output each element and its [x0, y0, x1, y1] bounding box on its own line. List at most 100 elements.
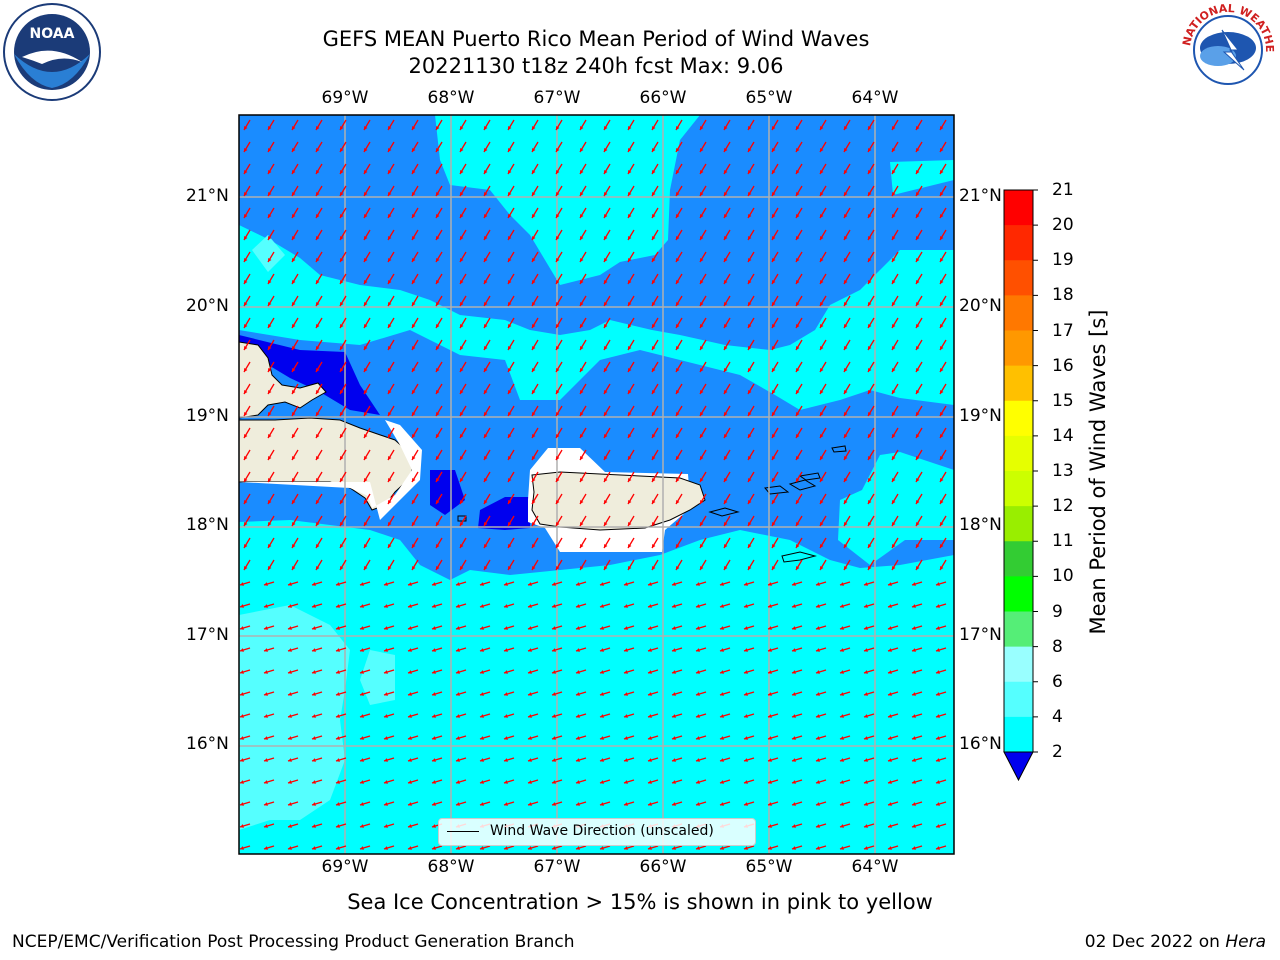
wave-arrowhead	[340, 566, 344, 570]
colorbar-tick-label: 15	[1052, 390, 1074, 411]
wave-arrowhead	[720, 604, 724, 608]
colorbar-tick-label: 4	[1052, 706, 1063, 727]
wave-arrowhead	[336, 802, 340, 806]
wave-arrowhead	[676, 434, 680, 438]
wave-arrowhead	[600, 582, 604, 586]
wave-arrowhead	[244, 456, 248, 460]
wave-arrowhead	[672, 714, 676, 718]
wave-arrowhead	[624, 846, 628, 850]
wave-arrowhead	[408, 714, 412, 718]
colorbar	[1003, 189, 1038, 782]
wave-arrowhead	[384, 582, 388, 586]
wave-arrowhead	[676, 280, 680, 284]
wave-arrowhead	[652, 214, 656, 218]
wave-arrowhead	[820, 170, 824, 174]
wave-arrowhead	[436, 412, 440, 416]
wave-arrowhead	[408, 648, 412, 652]
wave-arrowhead	[628, 236, 632, 240]
footer-credit: NCEP/EMC/Verification Post Processing Pr…	[12, 932, 575, 952]
wave-arrowhead	[292, 324, 296, 328]
wave-arrowhead	[292, 148, 296, 152]
wave-arrowhead	[892, 192, 896, 196]
wave-arrowhead	[724, 544, 728, 548]
wave-arrowhead	[820, 126, 824, 130]
lon-label-top-64w: 64°W	[851, 88, 899, 108]
wave-arrowhead	[364, 170, 368, 174]
wave-arrowhead	[580, 280, 584, 284]
wave-arrowhead	[936, 648, 940, 652]
wave-arrowhead	[412, 302, 416, 306]
wave-arrowhead	[888, 670, 892, 674]
wave-arrowhead	[696, 692, 700, 696]
wave-arrowhead	[436, 522, 440, 526]
wave-arrowhead	[288, 670, 292, 674]
wave-arrowhead	[912, 626, 916, 630]
wave-arrowhead	[772, 566, 776, 570]
wave-arrowhead	[532, 544, 536, 548]
wave-arrowhead	[292, 126, 296, 130]
wave-arrowhead	[460, 236, 464, 240]
wave-arrowhead	[244, 368, 248, 372]
wave-arrowhead	[624, 582, 628, 586]
wave-arrowhead	[696, 626, 700, 630]
wave-arrowhead	[916, 280, 920, 284]
wave-arrowhead	[240, 824, 244, 828]
lat-label-right-21n: 21°N	[959, 186, 1002, 206]
wave-arrowhead	[628, 368, 632, 372]
legend-label: Wind Wave Direction (unscaled)	[490, 823, 714, 839]
land-st-croix	[781, 551, 817, 563]
wave-arrowhead	[580, 170, 584, 174]
wave-arrowhead	[624, 714, 628, 718]
wave-arrowhead	[456, 758, 460, 762]
wave-arrowhead	[652, 522, 656, 526]
lat-label-left-20n: 20°N	[186, 296, 229, 316]
map-legend: Wind Wave Direction (unscaled)	[438, 818, 756, 846]
wave-arrowhead	[604, 368, 608, 372]
wave-arrowhead	[796, 500, 800, 504]
wave-arrowhead	[508, 236, 512, 240]
wave-arrowhead	[676, 214, 680, 218]
wave-arrowhead	[768, 626, 772, 630]
wave-arrowhead	[268, 368, 272, 372]
wave-arrowhead	[360, 582, 364, 586]
lon-label-bottom-66w: 66°W	[639, 857, 687, 877]
colorbar-tick-label: 20	[1052, 215, 1074, 236]
wave-arrowhead	[292, 368, 296, 372]
wave-arrowhead	[844, 258, 848, 262]
wave-arrowhead	[696, 714, 700, 718]
wave-arrowhead	[456, 780, 460, 784]
wave-arrowhead	[816, 846, 820, 850]
wave-arrowhead	[936, 714, 940, 718]
wave-arrowhead	[484, 346, 488, 350]
wave-arrowhead	[844, 148, 848, 152]
wave-arrowhead	[244, 412, 248, 416]
wave-arrowhead	[264, 824, 268, 828]
wave-arrowhead	[412, 346, 416, 350]
wave-arrowhead	[744, 714, 748, 718]
wave-arrowhead	[676, 544, 680, 548]
wave-arrowhead	[940, 368, 944, 372]
wave-arrowhead	[408, 736, 412, 740]
land-vieques	[708, 507, 740, 517]
wave-arrowhead	[868, 566, 872, 570]
wave-arrowhead	[940, 544, 944, 548]
wave-arrowhead	[844, 456, 848, 460]
wave-arrowhead	[580, 566, 584, 570]
wave-arrowhead	[412, 412, 416, 416]
wave-arrowhead	[268, 148, 272, 152]
wave-arrowhead	[840, 582, 844, 586]
wave-arrowhead	[460, 544, 464, 548]
wave-arrowhead	[816, 670, 820, 674]
wave-arrowhead	[508, 522, 512, 526]
ocean-period-2-4-north	[239, 115, 954, 350]
wave-arrowhead	[624, 648, 628, 652]
wave-arrowhead	[364, 500, 368, 504]
wave-arrowhead	[936, 824, 940, 828]
wave-arrowhead	[700, 236, 704, 240]
land-puerto-rico	[531, 471, 706, 531]
wave-arrowhead	[700, 456, 704, 460]
wave-arrowhead	[916, 544, 920, 548]
wave-arrowhead	[484, 390, 488, 394]
wave-arrowhead	[460, 324, 464, 328]
wave-arrowhead	[432, 758, 436, 762]
